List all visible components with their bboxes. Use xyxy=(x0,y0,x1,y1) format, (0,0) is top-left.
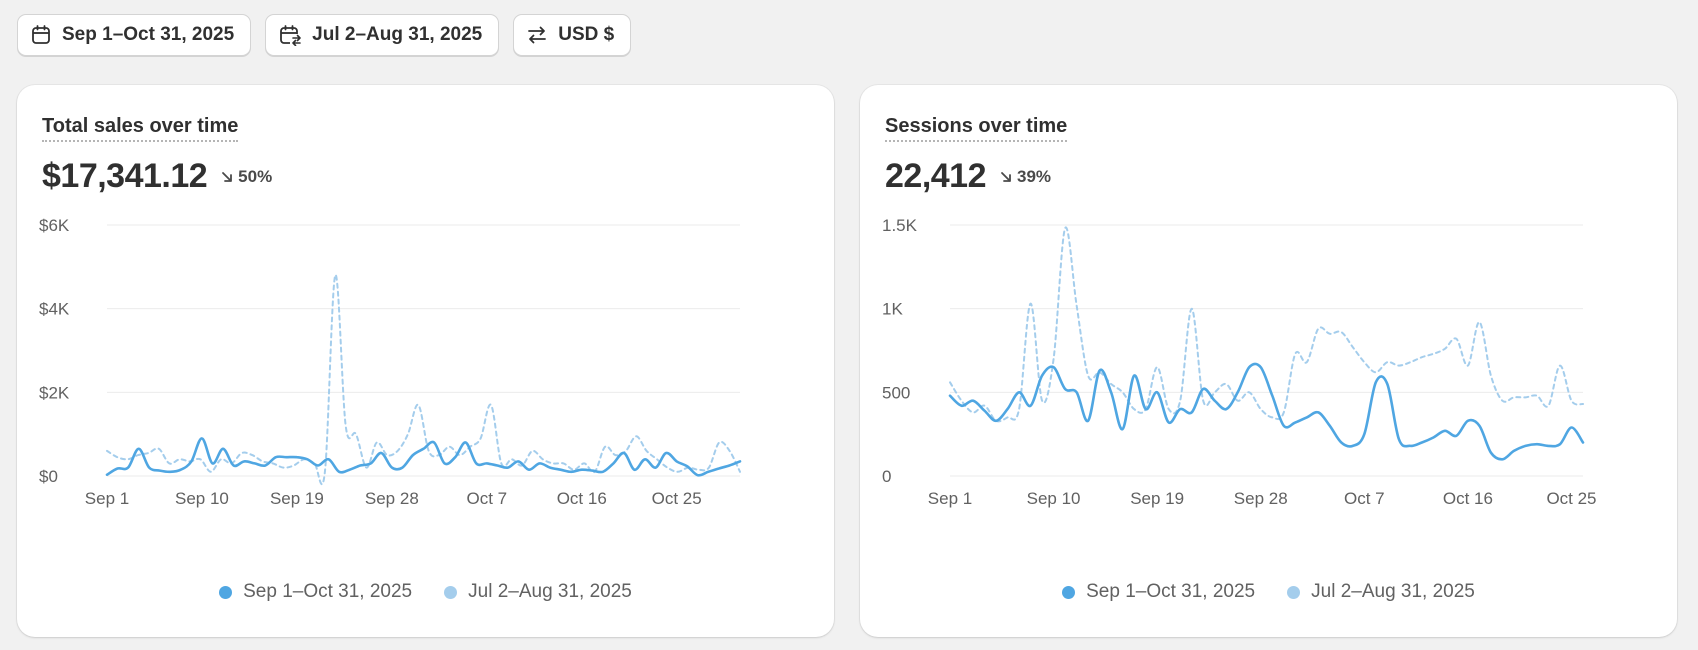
y-tick-label: $6K xyxy=(39,216,70,235)
y-tick-label: $4K xyxy=(39,300,70,319)
date-range-label: Sep 1–Oct 31, 2025 xyxy=(62,24,235,45)
compare-range-label: Jul 2–Aug 31, 2025 xyxy=(312,24,483,45)
report-toolbar: Sep 1–Oct 31, 2025 Jul 2–Aug 31, 2025 US… xyxy=(17,14,632,56)
calendar-icon xyxy=(32,25,50,44)
legend-item-current[interactable]: Sep 1–Oct 31, 2025 xyxy=(1062,581,1255,603)
x-tick-label: Sep 1 xyxy=(85,489,129,508)
delta-badge: 50% xyxy=(221,167,272,187)
y-tick-label: $0 xyxy=(39,467,58,486)
series-line-current[interactable] xyxy=(105,437,742,477)
x-tick-label: Sep 19 xyxy=(1130,489,1184,508)
sessions-chart: 0 500 1K 1.5K Sep 1 Sep 10 Sep 19 Sep 28 Oct 7 Oc… xyxy=(882,216,1597,508)
card-title[interactable]: Sessions over time xyxy=(885,115,1068,142)
y-tick-label: 1.5K xyxy=(882,216,918,235)
x-tick-label: Oct 25 xyxy=(652,489,702,508)
series-line-current[interactable] xyxy=(948,362,1585,461)
currency-label: USD $ xyxy=(558,24,615,45)
legend-item-previous[interactable]: Jul 2–Aug 31, 2025 xyxy=(1287,581,1475,603)
y-tick-label: $2K xyxy=(39,383,70,402)
total-sales-card: Total sales over time $17,341.12 50% $0 $… xyxy=(17,85,834,637)
legend-label: Sep 1–Oct 31, 2025 xyxy=(1086,581,1256,602)
legend-dot-previous xyxy=(1287,585,1301,599)
series-line-previous[interactable] xyxy=(106,274,741,486)
legend-dot-previous xyxy=(444,585,458,599)
compare-range-picker[interactable]: Jul 2–Aug 31, 2025 xyxy=(265,14,500,56)
exchange-arrows-icon xyxy=(528,26,547,44)
date-range-picker[interactable]: Sep 1–Oct 31, 2025 xyxy=(17,14,252,56)
legend-item-previous[interactable]: Jul 2–Aug 31, 2025 xyxy=(444,581,632,603)
card-title[interactable]: Total sales over time xyxy=(42,115,239,142)
metric-value: 22,412 xyxy=(885,157,987,195)
x-tick-label: Oct 25 xyxy=(1546,489,1596,508)
y-tick-label: 0 xyxy=(882,467,891,486)
total-sales-chart: $0 $2K $4K $6K Sep 1 Sep 10 Sep 19 Sep 28 Oct 7 O… xyxy=(39,216,742,508)
legend-item-current[interactable]: Sep 1–Oct 31, 2025 xyxy=(219,581,412,603)
chart-legend: Sep 1–Oct 31, 2025 Jul 2–Aug 31, 2025 xyxy=(860,581,1677,603)
currency-picker[interactable]: USD $ xyxy=(513,14,632,56)
x-tick-label: Oct 7 xyxy=(466,489,507,508)
legend-label: Sep 1–Oct 31, 2025 xyxy=(243,581,413,602)
delta-value: 50% xyxy=(238,166,273,186)
delta-value: 39% xyxy=(1017,166,1052,186)
sessions-card: Sessions over time 22,412 39% 0 500 1K 1.5K… xyxy=(860,85,1677,637)
legend-dot-current xyxy=(219,585,233,599)
x-tick-label: Sep 1 xyxy=(928,489,972,508)
metric-row: 22,412 39% xyxy=(885,157,1051,196)
delta-badge: 39% xyxy=(1000,167,1051,187)
x-tick-label: Sep 10 xyxy=(175,489,229,508)
calendar-compare-icon xyxy=(280,25,301,46)
metric-row: $17,341.12 50% xyxy=(42,157,272,196)
x-tick-label: Oct 7 xyxy=(1344,489,1385,508)
x-tick-label: Oct 16 xyxy=(557,489,607,508)
x-tick-label: Oct 16 xyxy=(1443,489,1493,508)
arrow-down-right-icon xyxy=(222,171,233,182)
y-tick-label: 500 xyxy=(882,383,910,402)
y-tick-label: 1K xyxy=(882,300,903,319)
legend-dot-current xyxy=(1062,585,1076,599)
series-line-previous[interactable] xyxy=(949,226,1584,423)
x-tick-label: Sep 19 xyxy=(270,489,324,508)
legend-label: Jul 2–Aug 31, 2025 xyxy=(1311,581,1475,602)
x-tick-label: Sep 28 xyxy=(365,489,419,508)
arrow-down-right-icon xyxy=(1001,171,1011,182)
metric-value: $17,341.12 xyxy=(42,157,208,195)
chart-legend: Sep 1–Oct 31, 2025 Jul 2–Aug 31, 2025 xyxy=(17,581,834,603)
x-tick-label: Sep 10 xyxy=(1027,489,1081,508)
x-tick-label: Sep 28 xyxy=(1234,489,1288,508)
legend-label: Jul 2–Aug 31, 2025 xyxy=(468,581,632,602)
